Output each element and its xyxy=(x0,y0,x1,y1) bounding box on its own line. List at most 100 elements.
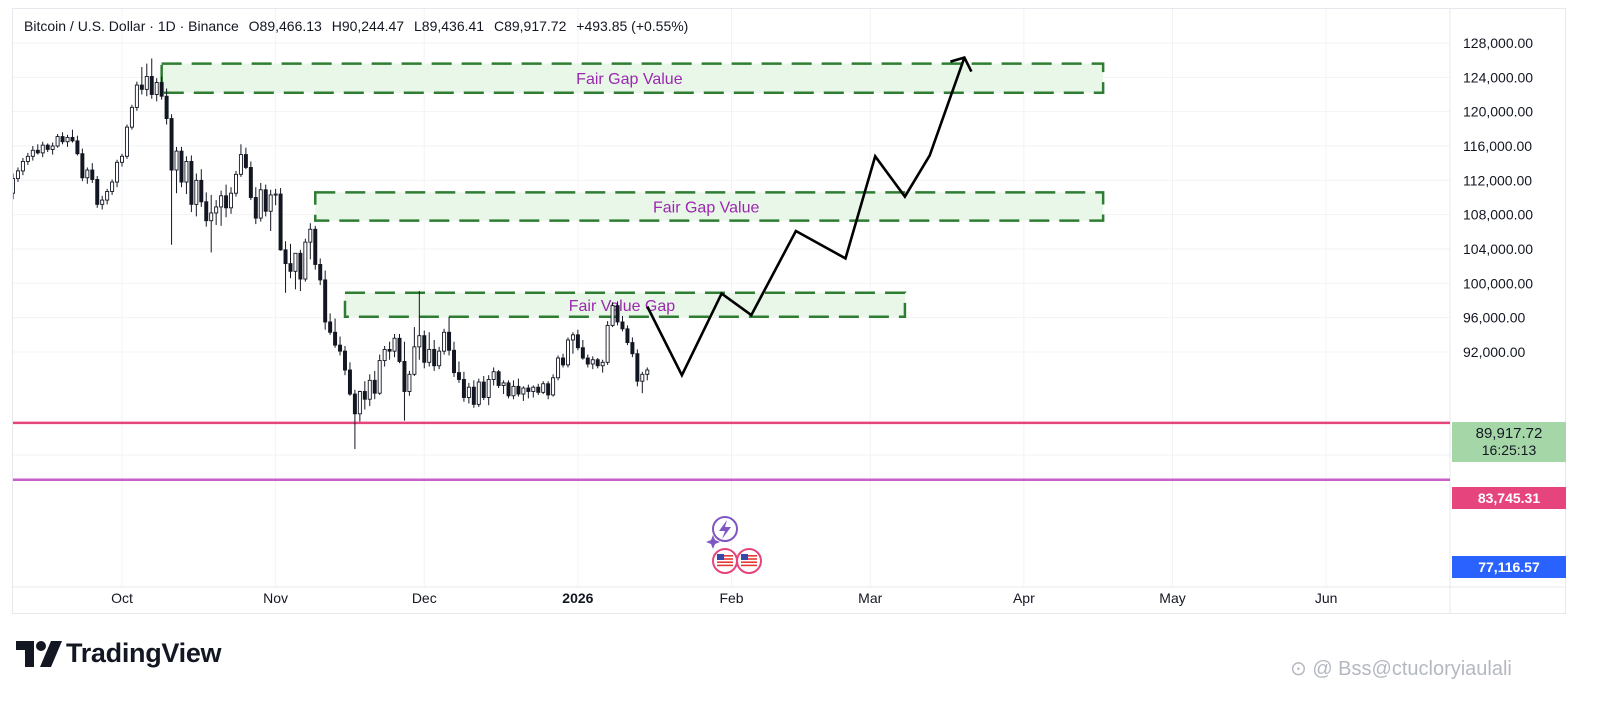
candle-body[interactable] xyxy=(590,359,595,365)
candle-body[interactable] xyxy=(55,136,60,147)
candle-body[interactable] xyxy=(461,379,466,398)
candle-body[interactable] xyxy=(357,391,362,415)
candle-body[interactable] xyxy=(15,170,20,180)
candle-body[interactable] xyxy=(541,383,546,393)
candle-body[interactable] xyxy=(303,241,308,280)
candle-body[interactable] xyxy=(258,189,263,219)
candle-body[interactable] xyxy=(630,342,635,355)
candle-body[interactable] xyxy=(115,161,120,183)
candle-body[interactable] xyxy=(45,144,50,150)
candle-body[interactable] xyxy=(233,173,238,194)
candle-body[interactable] xyxy=(570,334,575,341)
candle-body[interactable] xyxy=(347,369,352,395)
tradingview-logo[interactable]: TradingView xyxy=(16,638,222,669)
candle-body[interactable] xyxy=(124,126,129,157)
candle-body[interactable] xyxy=(209,212,214,222)
candle-body[interactable] xyxy=(372,379,377,394)
candle-body[interactable] xyxy=(417,335,422,348)
candle-body[interactable] xyxy=(496,371,501,386)
candle-body[interactable] xyxy=(159,82,164,97)
candle-body[interactable] xyxy=(575,334,580,349)
candle-body[interactable] xyxy=(25,155,30,162)
candle-body[interactable] xyxy=(253,197,258,219)
candle-body[interactable] xyxy=(268,194,273,212)
candle-body[interactable] xyxy=(447,331,452,351)
candle-body[interactable] xyxy=(323,279,328,323)
candle-body[interactable] xyxy=(189,160,194,205)
candle-body[interactable] xyxy=(288,263,293,272)
chart-area[interactable]: Fair Gap Value Fair Gap Value Fair Value G… xyxy=(12,8,1566,614)
candle-body[interactable] xyxy=(224,195,229,209)
candle-body[interactable] xyxy=(471,386,476,405)
fair-value-gap-zone[interactable] xyxy=(314,191,1105,222)
candle-body[interactable] xyxy=(343,350,347,371)
candle-body[interactable] xyxy=(263,189,268,212)
candle-body[interactable] xyxy=(139,84,144,90)
candle-body[interactable] xyxy=(387,348,392,352)
candle-body[interactable] xyxy=(526,387,531,392)
candle-body[interactable] xyxy=(551,377,556,396)
us-flag-icon[interactable] xyxy=(712,548,738,574)
candle-body[interactable] xyxy=(536,386,541,393)
symbol-name[interactable]: Bitcoin / U.S. Dollar · 1D · Binance xyxy=(24,18,239,34)
candle-body[interactable] xyxy=(298,252,303,280)
candle-body[interactable] xyxy=(174,150,179,171)
candle-body[interactable] xyxy=(243,154,248,168)
candle-body[interactable] xyxy=(35,149,40,154)
candle-body[interactable] xyxy=(595,359,600,367)
candle-body[interactable] xyxy=(620,321,625,330)
candle-body[interactable] xyxy=(561,357,566,366)
candle-body[interactable] xyxy=(486,379,491,398)
candle-body[interactable] xyxy=(60,136,65,143)
candle-body[interactable] xyxy=(437,350,442,367)
candle-body[interactable] xyxy=(164,95,169,119)
candle-body[interactable] xyxy=(129,106,134,128)
candle-body[interactable] xyxy=(85,169,90,179)
candle-body[interactable] xyxy=(645,369,650,375)
candle-body[interactable] xyxy=(328,321,333,333)
candle-body[interactable] xyxy=(248,167,253,198)
candle-body[interactable] xyxy=(377,360,382,394)
candle-body[interactable] xyxy=(338,344,343,352)
candle-body[interactable] xyxy=(65,136,70,143)
us-flag-icon[interactable] xyxy=(736,548,762,574)
candle-body[interactable] xyxy=(293,252,298,272)
candle-body[interactable] xyxy=(565,339,570,366)
candle-body[interactable] xyxy=(154,82,159,95)
candle-body[interactable] xyxy=(501,382,506,386)
candle-body[interactable] xyxy=(120,155,124,163)
candle-body[interactable] xyxy=(13,178,15,194)
candle-body[interactable] xyxy=(452,349,456,374)
candle-body[interactable] xyxy=(352,393,357,415)
candle-body[interactable] xyxy=(238,154,243,175)
candle-body[interactable] xyxy=(491,371,496,380)
candle-body[interactable] xyxy=(219,195,224,208)
candle-body[interactable] xyxy=(20,160,25,172)
candle-body[interactable] xyxy=(144,76,149,90)
candle-body[interactable] xyxy=(149,76,154,95)
candle-body[interactable] xyxy=(40,144,45,154)
candle-body[interactable] xyxy=(382,348,387,362)
candle-body[interactable] xyxy=(402,360,407,392)
candle-body[interactable] xyxy=(546,383,551,396)
candle-body[interactable] xyxy=(184,160,189,183)
candle-body[interactable] xyxy=(105,191,110,201)
candle-body[interactable] xyxy=(362,391,367,400)
candle-body[interactable] xyxy=(605,324,610,363)
candle-body[interactable] xyxy=(456,372,461,380)
candle-body[interactable] xyxy=(134,84,139,108)
candle-body[interactable] xyxy=(199,179,204,203)
candle-body[interactable] xyxy=(481,381,486,398)
candle-body[interactable] xyxy=(110,181,115,192)
candle-body[interactable] xyxy=(308,228,313,243)
candle-body[interactable] xyxy=(422,335,427,363)
candle-body[interactable] xyxy=(318,263,323,281)
candle-body[interactable] xyxy=(333,331,338,346)
candle-body[interactable] xyxy=(640,373,645,382)
candle-body[interactable] xyxy=(392,337,397,352)
candle-body[interactable] xyxy=(75,140,80,155)
candle-body[interactable] xyxy=(179,150,184,183)
fair-value-gap-zone[interactable] xyxy=(343,291,907,319)
candle-body[interactable] xyxy=(516,385,521,395)
candle-body[interactable] xyxy=(30,149,35,157)
